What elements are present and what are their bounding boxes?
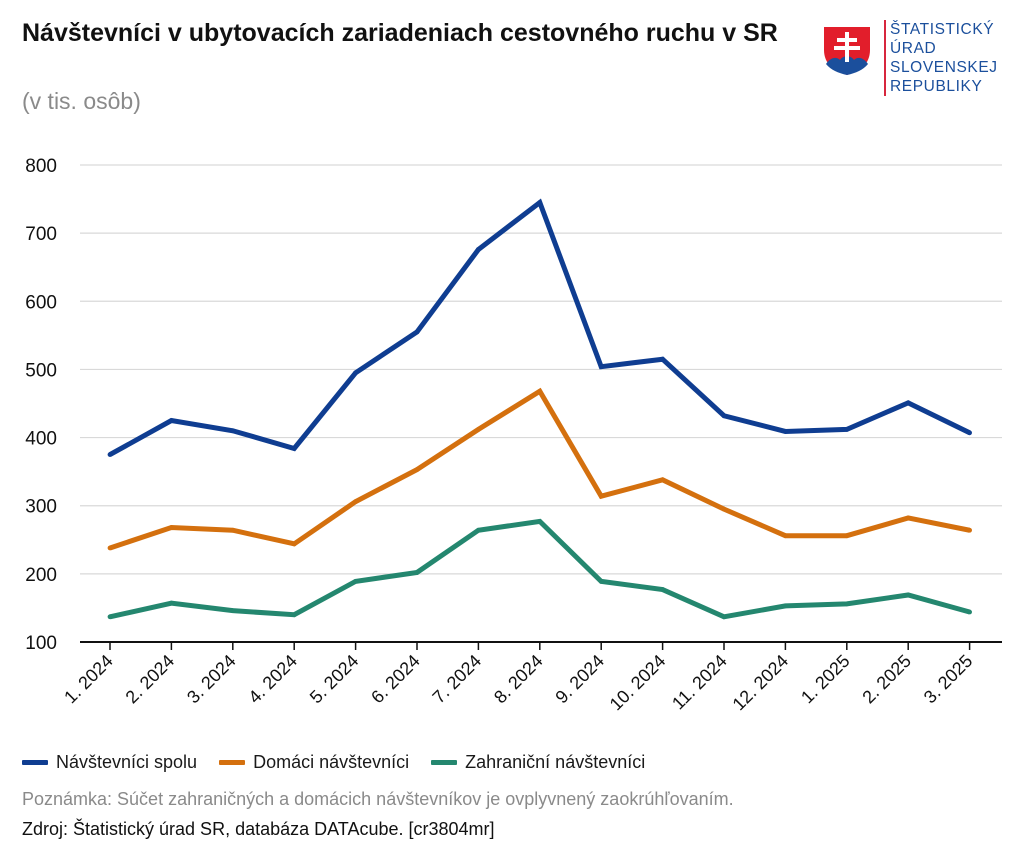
data-point <box>844 601 850 607</box>
data-point <box>291 541 297 547</box>
data-point <box>721 614 727 620</box>
logo-wordmark: ŠTATISTICKÝ ÚRAD SLOVENSKEJ REPUBLIKY <box>884 20 998 96</box>
x-tick-label: 6. 2024 <box>367 651 424 708</box>
data-point <box>967 430 972 436</box>
legend-swatch <box>22 760 48 765</box>
y-tick-label: 200 <box>25 565 57 586</box>
legend-item-total: Návštevníci spolu <box>22 752 197 773</box>
data-point <box>107 452 113 458</box>
data-point <box>598 364 604 370</box>
x-tick-label: 7. 2024 <box>429 651 486 708</box>
y-tick-label: 100 <box>25 633 57 654</box>
x-tick-label: 1. 2025 <box>797 651 854 708</box>
slovak-coat-of-arms-icon <box>820 23 874 80</box>
chart-note: Poznámka: Súčet zahraničných a domácich … <box>22 789 734 809</box>
data-point <box>783 533 788 539</box>
legend-label: Zahraniční návštevníci <box>465 752 646 772</box>
x-tick-label: 12. 2024 <box>729 651 793 715</box>
chart-title: Návštevníci v ubytovacích zariadeniach c… <box>22 19 778 47</box>
logo-line: ŠTATISTICKÝ <box>890 21 995 38</box>
data-point <box>783 603 788 609</box>
chart-legend: Návštevníci spolu Domáci návštevníci Zah… <box>22 752 667 773</box>
data-point <box>598 578 604 584</box>
y-tick-label: 700 <box>25 224 57 245</box>
series-line-1 <box>108 198 971 457</box>
data-point <box>414 329 420 335</box>
data-point <box>537 200 543 205</box>
data-point <box>967 527 972 533</box>
logo-line: REPUBLIKY <box>890 78 983 95</box>
data-point <box>844 426 850 432</box>
data-point <box>844 533 850 539</box>
chart-source: Zdroj: Štatistický úrad SR, databáza DAT… <box>22 819 495 839</box>
logo-line: ÚRAD <box>890 40 937 57</box>
data-point <box>598 493 604 499</box>
data-point <box>230 428 236 434</box>
data-point <box>476 426 481 432</box>
data-point <box>721 413 727 419</box>
data-point <box>967 609 972 615</box>
data-point <box>660 356 665 362</box>
x-tick-label: 2. 2025 <box>858 651 915 708</box>
y-tick-label: 400 <box>25 429 57 450</box>
y-tick-label: 600 <box>25 292 57 313</box>
x-tick-label: 3. 2024 <box>183 651 240 708</box>
y-tick-label: 500 <box>25 360 57 381</box>
data-point <box>660 477 665 483</box>
data-point <box>169 525 174 530</box>
x-tick-label: 1. 2024 <box>60 651 117 708</box>
data-point <box>660 587 665 592</box>
y-tick-label: 300 <box>25 497 57 518</box>
data-point <box>230 527 236 533</box>
legend-label: Domáci návštevníci <box>253 752 410 772</box>
data-point <box>291 612 297 618</box>
legend-swatch <box>431 760 458 765</box>
legend-item-foreign: Zahraniční návštevníci <box>431 752 645 773</box>
logo-line: SLOVENSKEJ <box>890 59 998 76</box>
legend-swatch <box>219 760 246 765</box>
data-point <box>414 570 420 575</box>
data-point <box>476 527 481 533</box>
legend-label: Návštevníci spolu <box>56 752 198 772</box>
data-point <box>905 400 911 406</box>
legend-item-domestic: Domáci návštevníci <box>219 752 409 773</box>
data-point <box>537 388 543 394</box>
data-point <box>169 600 174 606</box>
x-tick-label: 5. 2024 <box>306 651 363 708</box>
data-point <box>783 429 788 434</box>
data-point <box>353 578 358 584</box>
x-tick-label: 9. 2024 <box>551 651 608 708</box>
data-point <box>476 247 481 252</box>
data-point <box>353 370 358 376</box>
x-tick-label: 11. 2024 <box>668 651 731 714</box>
data-point <box>537 518 543 524</box>
statistical-office-logo: ŠTATISTICKÝ ÚRAD SLOVENSKEJ REPUBLIKY <box>818 20 1008 100</box>
data-point <box>169 418 174 423</box>
data-point <box>230 608 236 614</box>
x-tick-label: 2. 2024 <box>122 651 179 708</box>
data-point <box>905 592 911 598</box>
y-tick-label: 800 <box>25 156 57 177</box>
chart-subtitle: (v tis. osôb) <box>22 88 141 114</box>
data-point <box>414 467 420 472</box>
x-tick-label: 4. 2024 <box>244 651 301 708</box>
x-tick-label: 3. 2025 <box>920 651 977 708</box>
data-point <box>107 614 113 620</box>
data-point <box>291 446 297 451</box>
x-tick-label: 10. 2024 <box>606 651 670 715</box>
data-point <box>721 506 727 512</box>
data-point <box>905 515 911 521</box>
data-point <box>353 499 358 505</box>
x-tick-label: 8. 2024 <box>490 651 547 708</box>
data-point <box>107 545 113 551</box>
